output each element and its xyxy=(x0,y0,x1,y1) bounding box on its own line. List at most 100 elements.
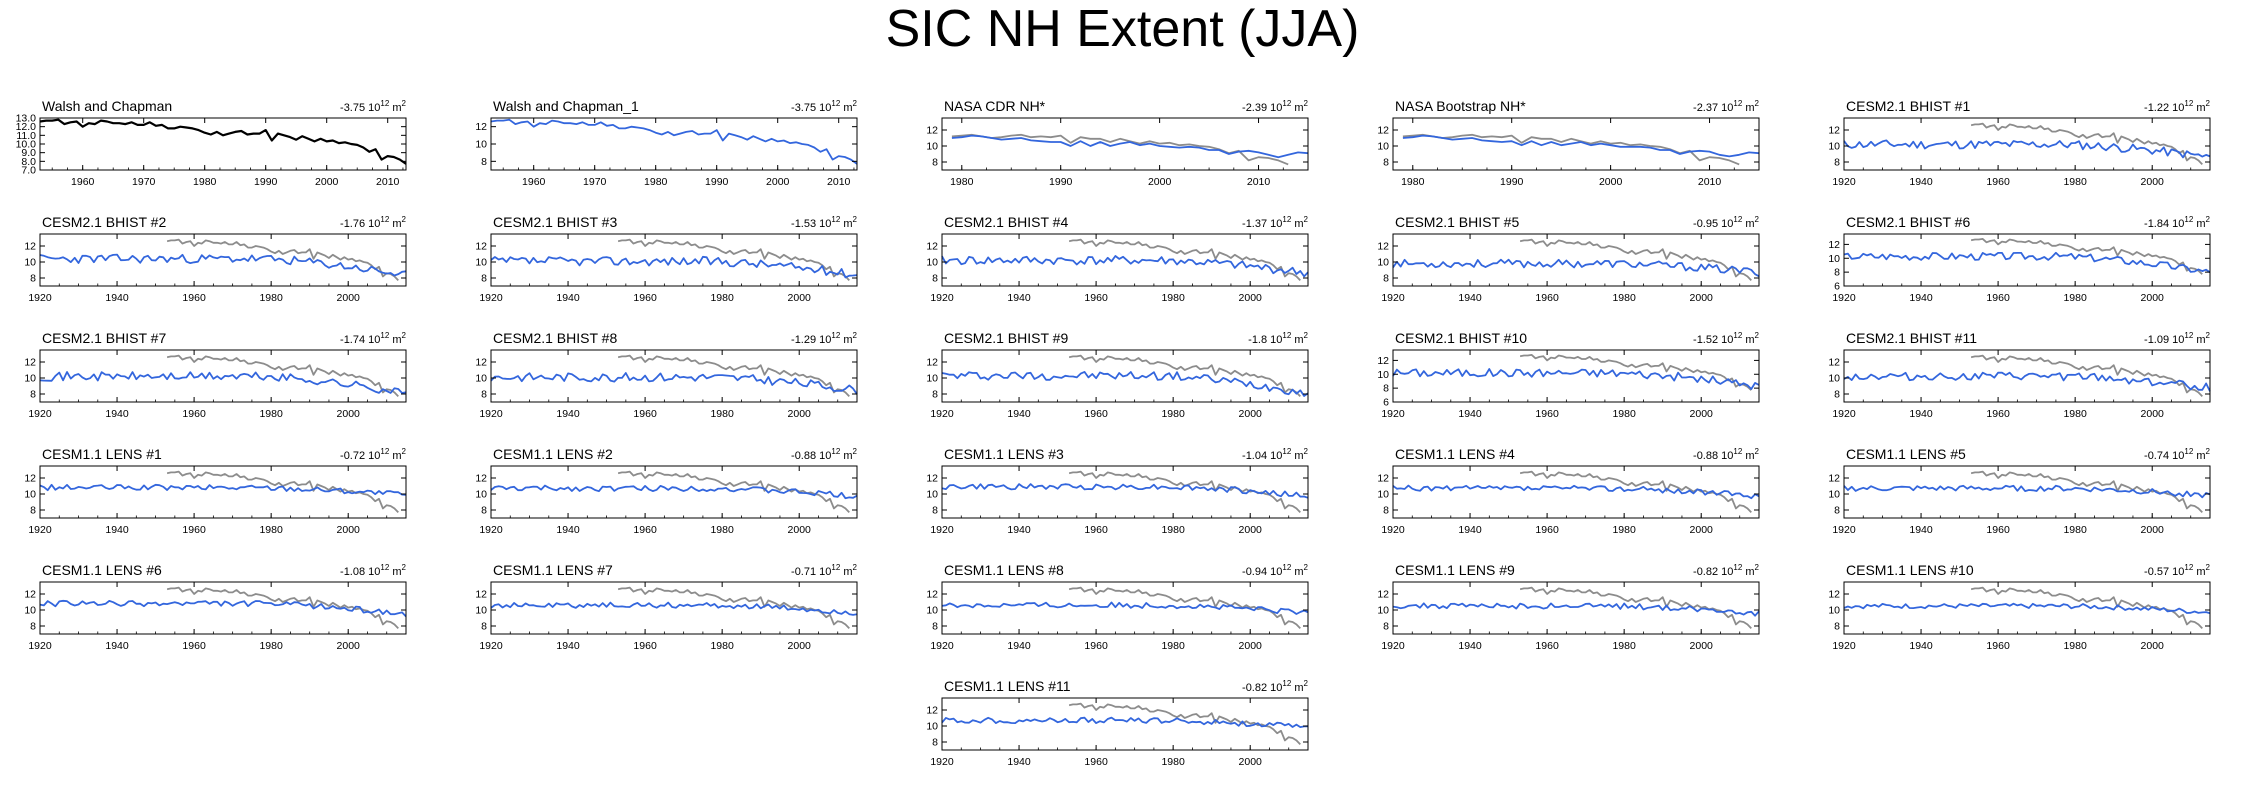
panel-5: CESM2.1 BHIST #1 -1.22 1012 m2 8 10 12 1920 19… xyxy=(1828,98,2210,188)
trend-exponent: 12 xyxy=(831,99,840,108)
y-tick-label: 8 xyxy=(481,389,487,401)
y-tick-label: 10 xyxy=(1377,605,1389,617)
panel-title: CESM2.1 BHIST #9 xyxy=(944,330,1068,346)
x-tick-label: 1940 xyxy=(1458,524,1482,536)
reference-series-line xyxy=(1519,586,1752,630)
x-tick-label: 2010 xyxy=(827,176,851,188)
panel-title: NASA Bootstrap NH* xyxy=(1395,98,1526,114)
y-tick-label: 8 xyxy=(30,273,36,285)
y-tick-label: 12 xyxy=(926,125,938,137)
x-tick-label: 1960 xyxy=(1535,292,1559,304)
y-tick-label: 12 xyxy=(24,473,36,485)
x-tick-label: 1980 xyxy=(259,292,283,304)
trend-exponent: 12 xyxy=(380,215,389,224)
x-tick-label: 1940 xyxy=(105,292,129,304)
y-tick-label: 10 xyxy=(926,721,938,733)
y-tick-label: 8 xyxy=(481,621,487,633)
y-tick-label: 12 xyxy=(1828,357,1840,369)
x-tick-label: 1920 xyxy=(930,408,954,420)
trend-exponent: 12 xyxy=(2184,563,2193,572)
reference-series-line xyxy=(1519,470,1752,514)
y-tick-label: 12 xyxy=(475,473,487,485)
panel-18: CESM1.1 LENS #3 -1.04 1012 m2 8 10 12 1920 194… xyxy=(926,446,1308,536)
trend-unit-power: 2 xyxy=(1755,331,1760,340)
x-tick-label: 2000 xyxy=(2141,408,2165,420)
x-tick-label: 1940 xyxy=(1458,640,1482,652)
panel-title: Walsh and Chapman xyxy=(42,98,172,114)
x-tick-label: 1960 xyxy=(1986,292,2010,304)
trend-unit-power: 2 xyxy=(2206,447,2211,456)
x-tick-label: 1960 xyxy=(1535,524,1559,536)
y-tick-label: 12 xyxy=(475,357,487,369)
x-tick-label: 1920 xyxy=(479,640,503,652)
panel-23: CESM1.1 LENS #8 -0.94 1012 m2 8 10 12 1920 194… xyxy=(926,562,1308,652)
trend-unit-power: 2 xyxy=(1304,447,1309,456)
x-tick-label: 2000 xyxy=(1239,292,1263,304)
data-series-line xyxy=(941,483,1309,499)
y-tick-label: 8 xyxy=(481,156,487,168)
reference-series-line xyxy=(617,238,850,282)
x-tick-label: 1920 xyxy=(1381,408,1405,420)
panel-trend: -0.82 1012 m2 xyxy=(1242,679,1309,694)
x-tick-label: 1980 xyxy=(710,292,734,304)
y-tick-label: 8 xyxy=(1383,621,1389,633)
y-tick-label: 6 xyxy=(1834,281,1840,293)
trend-exponent: 12 xyxy=(2184,447,2193,456)
plot-frame xyxy=(39,233,407,287)
x-tick-label: 2000 xyxy=(2141,524,2165,536)
x-tick-label: 1960 xyxy=(1986,408,2010,420)
plot-frame xyxy=(1843,349,2211,403)
panel-title: CESM1.1 LENS #5 xyxy=(1846,446,1966,462)
x-tick-label: 1980 xyxy=(193,176,217,188)
data-series-line xyxy=(490,601,858,616)
trend-unit: m xyxy=(1291,102,1303,114)
y-tick-label: 8 xyxy=(932,505,938,517)
plot-frame xyxy=(1843,117,2211,171)
data-series-line xyxy=(1843,602,2211,615)
trend-exponent: 12 xyxy=(1733,99,1742,108)
x-tick-label: 1980 xyxy=(2063,176,2087,188)
panel-trend: -3.75 1012 m2 xyxy=(791,99,858,114)
reference-series-line xyxy=(1970,122,2203,166)
panel-4: NASA Bootstrap NH* -2.37 1012 m2 8 10 12 1980… xyxy=(1377,98,1759,188)
x-tick-label: 1940 xyxy=(1909,292,1933,304)
x-tick-label: 2000 xyxy=(766,176,790,188)
reference-series-line xyxy=(617,354,850,398)
trend-exponent: 12 xyxy=(2184,99,2193,108)
y-tick-label: 13.0 xyxy=(16,113,37,125)
x-tick-label: 1940 xyxy=(105,640,129,652)
panel-trend: -3.75 1012 m2 xyxy=(340,99,407,114)
panel-title: CESM1.1 LENS #4 xyxy=(1395,446,1515,462)
x-tick-label: 1980 xyxy=(710,524,734,536)
y-tick-label: 10 xyxy=(1377,141,1389,153)
x-tick-label: 1980 xyxy=(259,640,283,652)
x-tick-label: 1990 xyxy=(254,176,278,188)
trend-exponent: 12 xyxy=(380,331,389,340)
y-tick-label: 10.0 xyxy=(16,139,37,151)
trend-exponent: 12 xyxy=(1282,215,1291,224)
trend-unit-power: 2 xyxy=(1755,563,1760,572)
reference-series-line xyxy=(1970,354,2203,398)
x-tick-label: 1960 xyxy=(71,176,95,188)
panel-9: CESM2.1 BHIST #5 -0.95 1012 m2 8 10 12 1920 19… xyxy=(1377,214,1759,304)
y-tick-label: 10 xyxy=(24,605,36,617)
x-tick-label: 1920 xyxy=(479,292,503,304)
panel-title: CESM1.1 LENS #1 xyxy=(42,446,162,462)
plot-frame xyxy=(1392,349,1760,403)
data-series-line xyxy=(490,484,858,500)
data-series-line xyxy=(39,118,407,165)
plot-frame xyxy=(941,465,1309,519)
x-tick-label: 2000 xyxy=(2141,176,2165,188)
trend-exponent: 12 xyxy=(1282,99,1291,108)
panel-title: CESM1.1 LENS #7 xyxy=(493,562,613,578)
reference-series-line xyxy=(1068,238,1301,282)
x-tick-label: 1980 xyxy=(1161,408,1185,420)
trend-exponent: 12 xyxy=(831,563,840,572)
y-tick-label: 8 xyxy=(30,505,36,517)
plot-frame xyxy=(39,349,407,403)
data-series-line xyxy=(490,372,858,395)
y-tick-label: 10 xyxy=(1828,489,1840,501)
y-tick-label: 8 xyxy=(1834,621,1840,633)
reference-series-line xyxy=(1970,237,2203,275)
x-tick-label: 1960 xyxy=(522,176,546,188)
